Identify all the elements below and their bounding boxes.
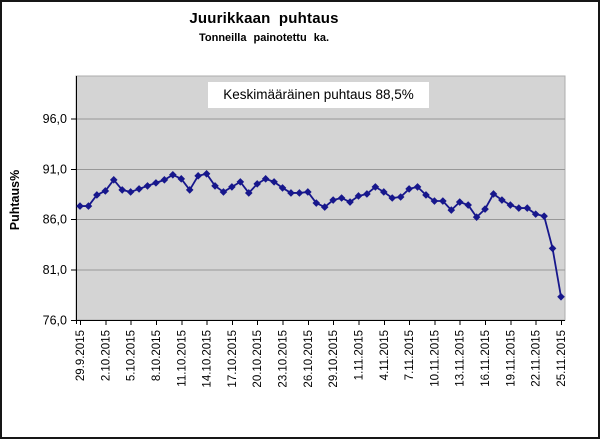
data-point-39 — [405, 185, 413, 193]
data-point-47 — [472, 213, 481, 221]
x-tick-label-16: 16.11.2015 — [480, 330, 492, 387]
x-tick-label-3: 8.10.2015 — [151, 330, 163, 381]
data-point-33 — [354, 192, 363, 200]
y-tick-label-3: 91,0 — [43, 162, 67, 176]
data-point-30 — [329, 196, 337, 204]
x-tick-label-18: 22.11.2015 — [531, 330, 543, 387]
data-point-53 — [523, 204, 532, 212]
data-point-44 — [447, 206, 456, 214]
data-point-6 — [126, 188, 135, 196]
data-point-46 — [464, 201, 472, 209]
data-point-2 — [93, 191, 101, 199]
data-point-4 — [109, 176, 118, 184]
x-tick-label-5: 14.10.2015 — [202, 330, 214, 388]
data-point-22 — [261, 175, 270, 183]
data-series-line — [80, 172, 562, 297]
data-point-49 — [489, 190, 498, 198]
x-tick-label-9: 26.10.2015 — [303, 330, 315, 388]
data-point-9 — [152, 179, 160, 187]
data-point-42 — [430, 197, 439, 205]
data-point-21 — [253, 180, 262, 188]
x-tick-label-6: 17.10.2015 — [227, 330, 239, 388]
x-tick-label-0: 29.9.2015 — [75, 330, 87, 381]
data-point-50 — [498, 196, 506, 204]
data-point-31 — [337, 194, 346, 202]
x-tick-label-17: 19.11.2015 — [505, 330, 517, 387]
data-point-19 — [236, 178, 245, 186]
x-tick-label-11: 1.11.2015 — [353, 330, 365, 380]
data-point-28 — [312, 199, 321, 207]
x-tick-label-15: 13.11.2015 — [455, 330, 467, 387]
data-point-11 — [169, 171, 177, 179]
data-point-10 — [160, 176, 169, 184]
chart-title: Juurikkaan puhtaus — [189, 10, 339, 27]
data-point-7 — [135, 185, 143, 193]
data-point-16 — [211, 182, 219, 190]
data-point-41 — [422, 191, 430, 199]
annotation-box: Keskimääräinen puhtaus 88,5% — [208, 82, 429, 108]
data-point-5 — [118, 186, 126, 194]
data-point-32 — [346, 198, 354, 206]
data-point-35 — [371, 183, 380, 191]
data-point-43 — [439, 197, 447, 205]
data-point-0 — [76, 202, 84, 210]
y-tick-label-4: 96,0 — [43, 112, 67, 126]
data-point-45 — [455, 198, 464, 206]
data-point-54 — [531, 210, 540, 218]
x-tick-label-13: 7.11.2015 — [404, 330, 416, 380]
y-axis-title: Puhtaus% — [8, 170, 22, 230]
data-point-3 — [101, 187, 110, 195]
y-tick-label-2: 86,0 — [43, 213, 67, 227]
data-point-8 — [143, 182, 152, 190]
data-point-13 — [185, 186, 194, 194]
data-point-14 — [194, 172, 202, 180]
x-tick-label-10: 29.10.2015 — [328, 330, 340, 388]
x-tick-label-4: 11.10.2015 — [176, 330, 188, 387]
x-tick-label-14: 10.11.2015 — [429, 330, 441, 387]
x-tick-label-19: 25.11.2015 — [556, 330, 568, 387]
plot-area — [75, 75, 566, 321]
data-point-40 — [413, 183, 422, 191]
generated-plot-elements: 76,0 81,0 86,0 91,0 96,0 29.9.2015 2.10.2015 5.… — [43, 75, 568, 388]
data-point-56 — [548, 244, 557, 253]
data-point-17 — [219, 188, 228, 196]
data-point-23 — [270, 178, 278, 186]
data-point-38 — [396, 193, 405, 201]
x-tick-label-8: 23.10.2015 — [278, 330, 290, 388]
x-tick-label-7: 20.10.2015 — [252, 330, 264, 388]
data-point-24 — [278, 184, 287, 192]
chart-subtitle: Tonneilla painotettu ka. — [198, 32, 330, 44]
y-tick-label-1: 81,0 — [43, 263, 67, 277]
data-point-37 — [388, 194, 397, 202]
data-point-29 — [320, 203, 329, 211]
data-point-55 — [540, 212, 548, 220]
data-point-18 — [228, 183, 236, 191]
data-point-27 — [304, 188, 312, 196]
x-tick-label-1: 2.10.2015 — [100, 330, 112, 381]
y-tick-label-0: 76,0 — [43, 314, 67, 328]
data-point-26 — [295, 189, 304, 197]
x-tick-label-12: 4.11.2015 — [379, 330, 391, 380]
data-point-1 — [84, 202, 93, 210]
data-point-48 — [481, 205, 489, 213]
data-point-12 — [177, 175, 186, 183]
data-point-57 — [557, 293, 565, 301]
data-point-36 — [379, 188, 388, 196]
data-point-20 — [244, 189, 253, 197]
annotation-text: Keskimääräinen puhtaus 88,5% — [223, 87, 414, 102]
x-tick-label-2: 5.10.2015 — [126, 330, 138, 381]
data-point-15 — [202, 170, 211, 178]
data-point-52 — [515, 204, 523, 212]
data-point-25 — [287, 189, 295, 197]
data-point-34 — [363, 190, 371, 198]
